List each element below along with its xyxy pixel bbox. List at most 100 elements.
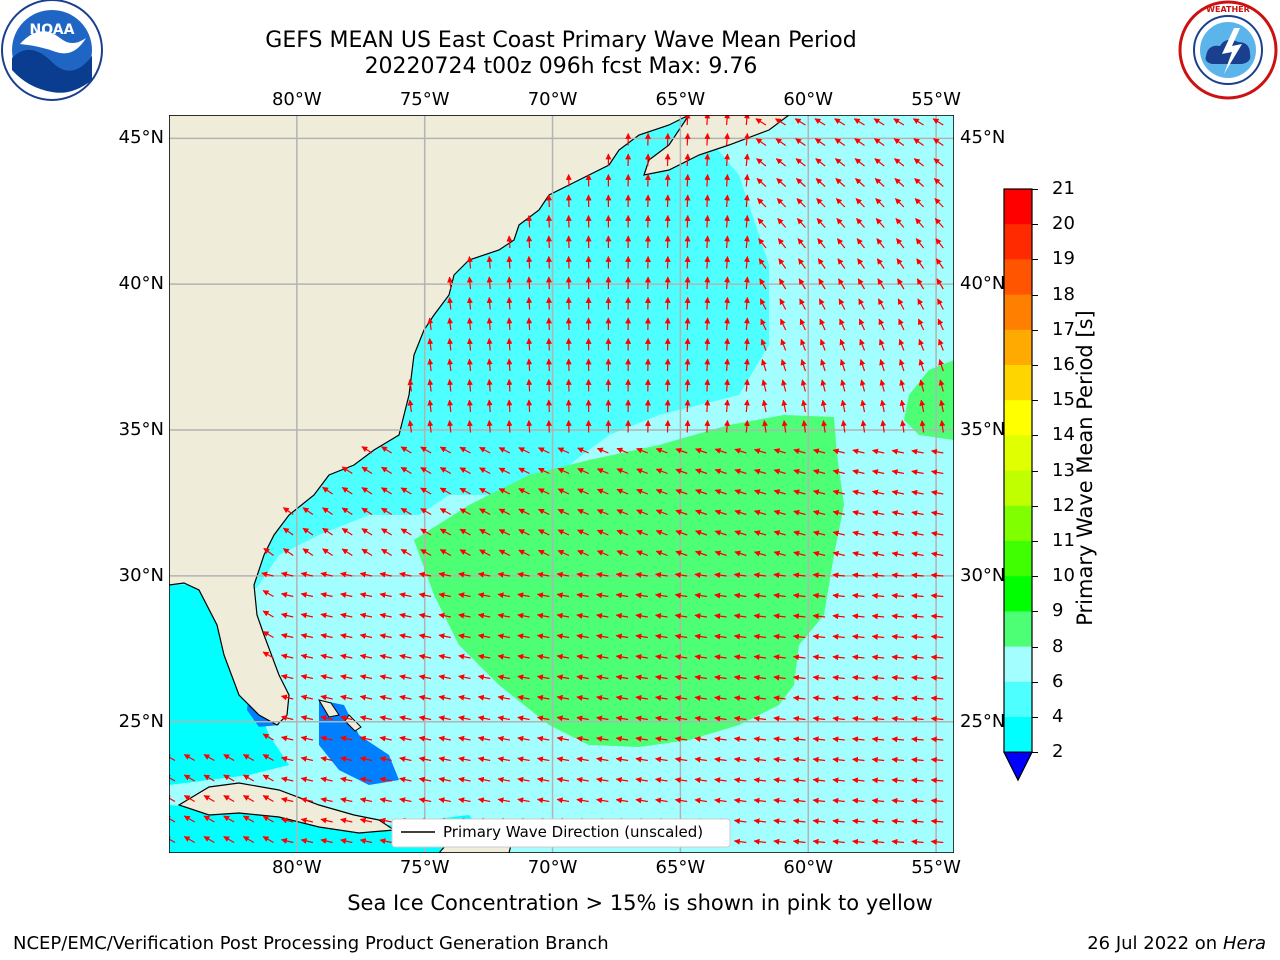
wave-arrow — [506, 296, 513, 310]
wave-arrow — [577, 468, 589, 475]
wave-arrow — [891, 510, 905, 517]
wave-arrow — [439, 549, 452, 557]
wave-arrow — [477, 735, 491, 742]
wave-arrow — [756, 178, 767, 187]
lat-tick-right: 30°N — [960, 564, 1006, 586]
wave-arrow — [320, 653, 333, 660]
wave-arrow — [714, 592, 727, 599]
wave-arrow — [694, 695, 707, 702]
wave-arrow — [447, 338, 454, 351]
wave-arrow — [724, 132, 731, 146]
wave-arrow — [262, 753, 274, 762]
wave-arrow — [792, 674, 806, 681]
wave-arrow — [773, 674, 786, 681]
wave-arrow — [761, 379, 768, 392]
wave-arrow — [793, 448, 806, 455]
wave-arrow — [537, 529, 550, 536]
wave-arrow — [300, 838, 314, 844]
wave-arrow — [262, 835, 274, 844]
wave-arrow — [816, 198, 826, 208]
colorbar-tick: 19 — [1052, 248, 1075, 270]
wave-arrow — [743, 132, 750, 146]
wave-arrow — [615, 735, 629, 742]
wave-arrow — [891, 654, 904, 661]
wave-arrow — [400, 446, 412, 454]
wave-arrow — [320, 817, 333, 824]
wave-arrow — [792, 756, 806, 763]
wave-arrow — [486, 358, 493, 372]
wave-arrow — [773, 756, 786, 763]
wave-arrow — [832, 633, 845, 640]
wave-arrow — [379, 715, 392, 722]
wave-arrow — [757, 218, 767, 228]
wave-arrow — [894, 198, 905, 208]
wave-arrow — [407, 379, 414, 392]
colorbar-tick: 12 — [1052, 494, 1075, 516]
wave-arrow — [418, 776, 432, 783]
wave-arrow — [792, 777, 806, 784]
wave-arrow — [773, 818, 786, 825]
wave-arrow — [506, 358, 513, 372]
wave-arrow — [734, 468, 747, 475]
wave-arrow — [753, 695, 767, 702]
colorbar-tick: 9 — [1052, 600, 1064, 622]
wave-arrow — [576, 571, 589, 578]
noaa-logo-text: NOAA — [30, 22, 75, 38]
wave-arrow — [341, 548, 353, 557]
wave-arrow — [694, 592, 707, 599]
wave-arrow — [860, 420, 867, 433]
wave-arrow — [724, 115, 731, 126]
wave-arrow — [418, 797, 432, 804]
ocean-6-8s — [169, 115, 769, 675]
wave-arrow — [918, 379, 925, 392]
wave-arrow — [557, 488, 570, 495]
wave-arrow — [655, 736, 668, 742]
wave-arrow — [361, 466, 373, 475]
wave-arrow — [930, 489, 944, 496]
wave-arrow — [655, 797, 668, 804]
wave-arrow — [753, 448, 767, 454]
wave-arrow — [911, 633, 924, 640]
wave-arrow — [724, 235, 731, 249]
wave-arrow — [466, 317, 473, 331]
wave-arrow — [577, 550, 589, 557]
colorbar-tick-mark — [1032, 329, 1038, 331]
wave-arrow — [773, 654, 786, 661]
wave-arrow — [852, 715, 865, 722]
wave-arrow — [714, 509, 727, 516]
wave-arrow — [506, 235, 513, 249]
wave-arrow — [518, 529, 530, 536]
wave-arrow — [596, 735, 609, 742]
colorbar-tick: 10 — [1052, 565, 1075, 587]
wave-arrow — [280, 674, 294, 680]
wave-arrow — [439, 528, 452, 536]
wave-arrow — [280, 735, 294, 742]
wave-arrow — [320, 612, 333, 619]
wave-arrow — [879, 399, 886, 413]
wave-arrow — [458, 633, 471, 640]
wave-arrow — [873, 138, 885, 146]
wave-arrow — [320, 735, 333, 742]
wave-arrow — [877, 278, 885, 290]
wave-arrow — [223, 794, 235, 803]
wave-arrow — [655, 447, 668, 454]
wave-arrow — [576, 653, 589, 660]
wave-arrow — [439, 467, 452, 475]
colorbar-tick: 2 — [1052, 741, 1064, 763]
wave-arrow — [891, 777, 904, 784]
wave-arrow — [704, 173, 711, 187]
wave-arrow — [793, 509, 806, 516]
wave-arrow — [761, 359, 767, 372]
wave-arrow — [635, 715, 648, 722]
wave-arrow — [615, 592, 629, 599]
wave-arrow — [694, 756, 707, 763]
wave-arrow — [577, 488, 589, 495]
wave-arrow — [871, 592, 885, 599]
wave-arrow — [466, 297, 473, 310]
wave-arrow — [616, 550, 629, 557]
wave-arrow — [915, 238, 925, 249]
wave-arrow — [418, 592, 432, 599]
wave-arrow — [459, 508, 471, 516]
wave-arrow — [773, 736, 786, 743]
wave-arrow — [242, 753, 255, 762]
